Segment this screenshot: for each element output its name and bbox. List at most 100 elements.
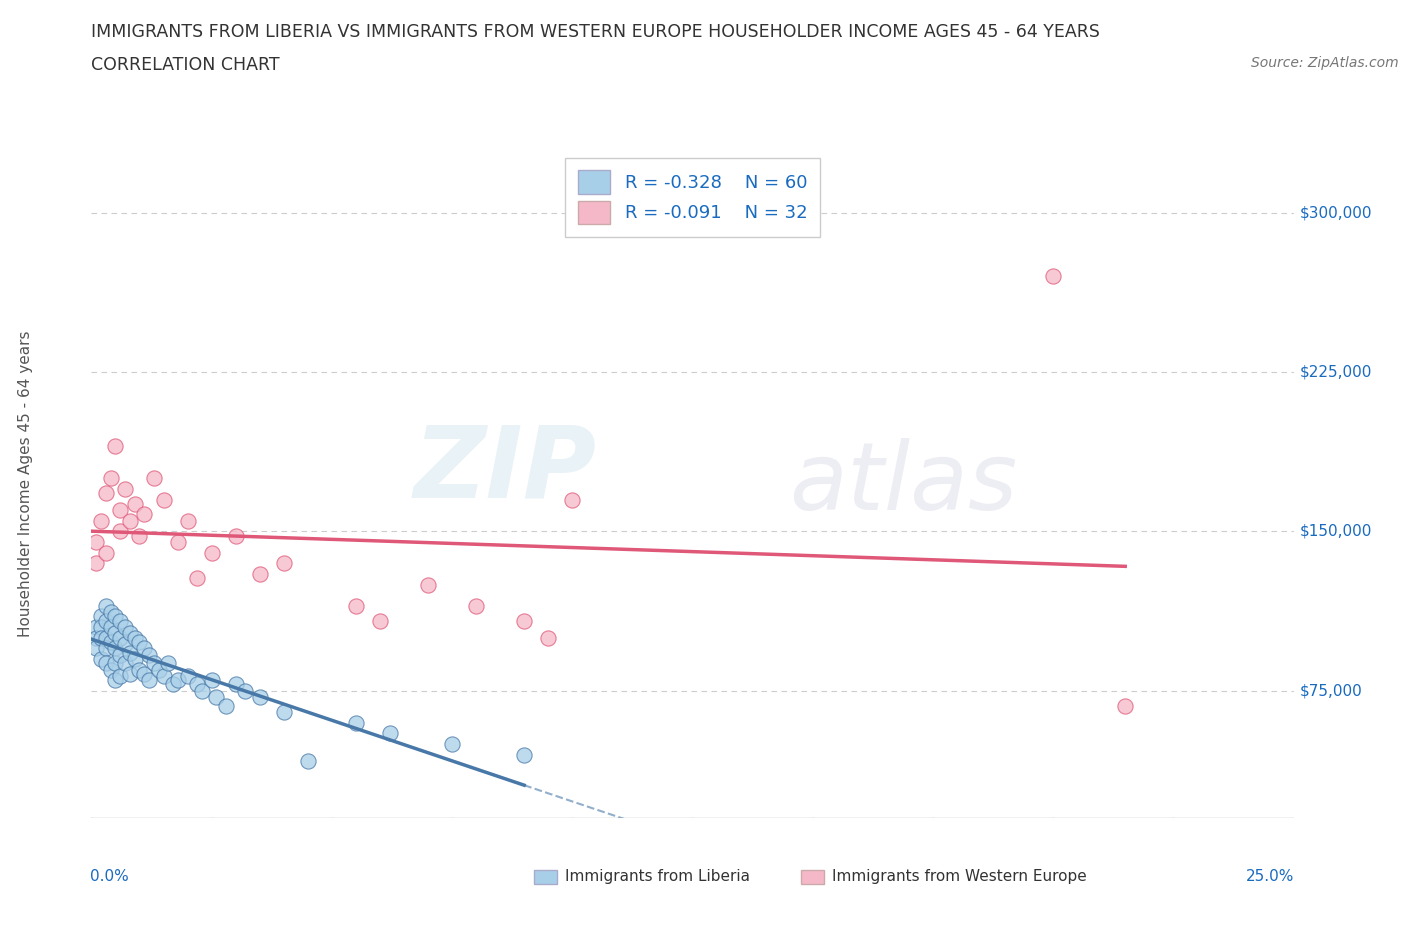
- Point: [201, 545, 224, 560]
- Text: Householder Income Ages 45 - 64 years: Householder Income Ages 45 - 64 years: [18, 330, 32, 637]
- Point: [368, 613, 391, 628]
- Point: [84, 556, 107, 571]
- Text: ZIP: ZIP: [413, 421, 596, 519]
- Point: [90, 619, 112, 634]
- Point: [124, 497, 146, 512]
- Point: [205, 690, 228, 705]
- Point: [162, 677, 184, 692]
- Point: [110, 503, 132, 518]
- Point: [104, 609, 127, 624]
- Point: [465, 598, 488, 613]
- Point: [167, 535, 190, 550]
- Point: [84, 619, 107, 634]
- Point: [176, 513, 198, 528]
- Point: [84, 641, 107, 656]
- Point: [344, 715, 367, 730]
- Point: [440, 737, 463, 751]
- Point: [297, 753, 319, 768]
- Point: [225, 677, 247, 692]
- Text: CORRELATION CHART: CORRELATION CHART: [91, 56, 280, 73]
- Point: [176, 669, 198, 684]
- Point: [94, 598, 117, 613]
- Point: [90, 631, 112, 645]
- Point: [186, 677, 208, 692]
- Point: [416, 578, 439, 592]
- Point: [513, 747, 536, 762]
- Point: [84, 631, 107, 645]
- Text: $150,000: $150,000: [1299, 524, 1372, 538]
- Point: [114, 656, 136, 671]
- Point: [118, 626, 141, 641]
- Point: [142, 656, 165, 671]
- Point: [249, 690, 271, 705]
- Point: [110, 647, 132, 662]
- Point: [94, 641, 117, 656]
- Point: [249, 566, 271, 581]
- Point: [118, 645, 141, 660]
- Point: [124, 652, 146, 667]
- Point: [142, 471, 165, 485]
- Point: [167, 672, 190, 687]
- Point: [134, 507, 156, 522]
- Point: [110, 631, 132, 645]
- Point: [90, 652, 112, 667]
- Point: [94, 613, 117, 628]
- Point: [134, 641, 156, 656]
- Point: [118, 513, 141, 528]
- Text: atlas: atlas: [789, 438, 1017, 529]
- Point: [94, 485, 117, 500]
- Text: $75,000: $75,000: [1299, 684, 1362, 698]
- Point: [157, 656, 180, 671]
- Point: [1114, 698, 1136, 713]
- Point: [114, 482, 136, 497]
- Point: [148, 662, 170, 677]
- Point: [186, 571, 208, 586]
- Point: [104, 439, 127, 454]
- Point: [152, 669, 174, 684]
- Point: [513, 613, 536, 628]
- Point: [561, 492, 583, 507]
- Point: [128, 634, 150, 649]
- Point: [104, 656, 127, 671]
- Legend: R = -0.328    N = 60, R = -0.091    N = 32: R = -0.328 N = 60, R = -0.091 N = 32: [565, 158, 820, 237]
- Point: [110, 524, 132, 538]
- Text: IMMIGRANTS FROM LIBERIA VS IMMIGRANTS FROM WESTERN EUROPE HOUSEHOLDER INCOME AGE: IMMIGRANTS FROM LIBERIA VS IMMIGRANTS FR…: [91, 23, 1101, 41]
- Point: [114, 619, 136, 634]
- Point: [100, 634, 122, 649]
- Point: [94, 656, 117, 671]
- Point: [114, 637, 136, 652]
- Point: [100, 471, 122, 485]
- Point: [104, 626, 127, 641]
- Point: [124, 631, 146, 645]
- Text: Source: ZipAtlas.com: Source: ZipAtlas.com: [1251, 56, 1399, 70]
- Point: [84, 535, 107, 550]
- Point: [94, 545, 117, 560]
- Point: [104, 641, 127, 656]
- Point: [273, 705, 295, 720]
- Point: [152, 492, 174, 507]
- Text: 0.0%: 0.0%: [90, 869, 129, 883]
- Point: [138, 647, 160, 662]
- Point: [118, 667, 141, 682]
- Point: [1042, 269, 1064, 284]
- FancyBboxPatch shape: [534, 870, 557, 884]
- Point: [128, 528, 150, 543]
- Point: [537, 631, 560, 645]
- Point: [128, 662, 150, 677]
- Point: [215, 698, 238, 713]
- Point: [378, 726, 401, 741]
- Point: [100, 619, 122, 634]
- Point: [100, 662, 122, 677]
- FancyBboxPatch shape: [801, 870, 824, 884]
- Point: [273, 556, 295, 571]
- Point: [138, 672, 160, 687]
- Text: $300,000: $300,000: [1299, 206, 1372, 220]
- Point: [100, 604, 122, 619]
- Text: 25.0%: 25.0%: [1246, 869, 1295, 883]
- Point: [134, 667, 156, 682]
- Point: [110, 613, 132, 628]
- Text: $225,000: $225,000: [1299, 365, 1372, 379]
- Point: [191, 684, 214, 698]
- Point: [110, 669, 132, 684]
- Point: [104, 672, 127, 687]
